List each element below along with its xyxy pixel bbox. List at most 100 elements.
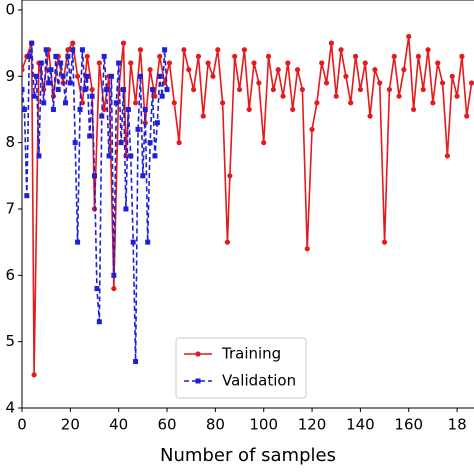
point	[133, 359, 139, 365]
point	[459, 53, 465, 59]
point	[70, 47, 76, 53]
point	[343, 73, 349, 79]
point	[319, 60, 325, 66]
point	[328, 40, 334, 46]
point	[24, 193, 30, 199]
point	[108, 73, 114, 79]
point	[121, 87, 127, 93]
point	[101, 53, 107, 59]
y-tick-label: 7	[5, 199, 15, 217]
point	[200, 113, 206, 119]
series	[22, 33, 474, 378]
x-tick-label: 60	[157, 416, 176, 434]
point	[261, 140, 267, 146]
point	[294, 67, 301, 73]
point	[89, 93, 95, 99]
point	[87, 133, 93, 139]
x-axis-label: Number of samples	[160, 445, 336, 466]
plot-frame	[21, 0, 474, 409]
point	[135, 126, 141, 132]
legend-label: Validation	[222, 372, 296, 390]
point	[133, 100, 139, 106]
point	[84, 73, 90, 79]
point	[111, 272, 117, 278]
point	[251, 60, 257, 66]
point	[29, 40, 35, 46]
legend-marker	[195, 351, 201, 357]
point	[241, 47, 247, 53]
point	[449, 73, 455, 79]
point	[333, 93, 339, 99]
point	[381, 239, 388, 245]
x-tick-label: 40	[109, 416, 128, 434]
point	[104, 87, 110, 93]
y-tick-label: 6	[5, 266, 15, 284]
point	[420, 86, 426, 93]
point	[181, 47, 187, 53]
point	[171, 100, 177, 106]
point	[195, 53, 202, 59]
x-tick-label: 100	[249, 416, 278, 434]
point	[116, 60, 122, 66]
legend: Training Validation	[175, 337, 307, 399]
x-tick-label: 160	[394, 416, 423, 434]
point	[65, 47, 71, 53]
point	[84, 53, 90, 59]
point	[162, 47, 168, 53]
point	[391, 53, 397, 59]
point	[96, 319, 102, 325]
point	[236, 86, 243, 93]
point	[43, 47, 49, 53]
y-tick-label: 8	[5, 133, 15, 151]
legend-box	[175, 337, 307, 399]
point	[128, 153, 134, 159]
point	[152, 93, 158, 99]
point	[74, 73, 81, 79]
point	[410, 106, 417, 113]
point	[137, 73, 143, 79]
point	[396, 93, 402, 99]
point	[58, 60, 64, 66]
point	[120, 40, 127, 46]
point	[150, 87, 156, 93]
x-tick-label: 18	[448, 416, 467, 434]
x-tick-label: 140	[346, 416, 375, 434]
point	[439, 80, 446, 86]
point	[166, 60, 173, 66]
y-tick-label: 4	[5, 399, 15, 417]
point	[130, 239, 136, 245]
point	[99, 113, 105, 119]
point	[26, 53, 32, 59]
point	[72, 140, 78, 146]
point	[147, 140, 153, 146]
point	[145, 239, 151, 245]
point	[46, 80, 52, 86]
point	[210, 73, 216, 79]
point	[299, 86, 305, 93]
point	[425, 47, 431, 53]
x-tick-label: 0	[17, 416, 27, 434]
point	[50, 106, 56, 112]
point	[309, 126, 315, 132]
point	[270, 86, 276, 93]
point	[352, 53, 359, 59]
point	[92, 173, 98, 179]
point	[53, 53, 59, 59]
point	[159, 93, 165, 99]
point	[79, 100, 86, 106]
point	[48, 67, 54, 73]
point	[77, 106, 83, 112]
point	[137, 47, 144, 53]
point	[140, 173, 146, 179]
point	[89, 86, 95, 93]
series-line	[22, 36, 473, 375]
point	[362, 60, 368, 66]
point	[60, 73, 66, 79]
point	[290, 106, 296, 113]
point	[215, 47, 221, 53]
point	[31, 93, 37, 99]
point	[275, 67, 281, 73]
point	[468, 80, 474, 86]
point	[22, 67, 25, 73]
